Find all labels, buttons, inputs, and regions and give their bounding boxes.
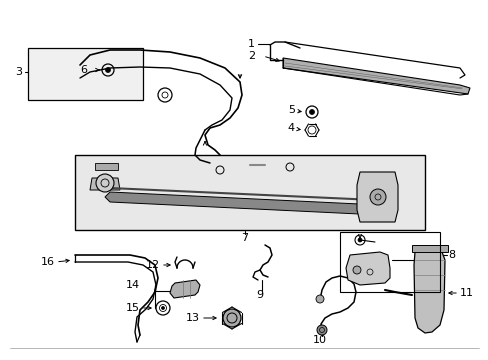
Polygon shape bbox=[95, 163, 118, 170]
Text: 5: 5 bbox=[287, 105, 294, 115]
Text: 4: 4 bbox=[287, 123, 294, 133]
Text: 1: 1 bbox=[247, 39, 254, 49]
Bar bbox=[75, 155, 424, 230]
Polygon shape bbox=[356, 172, 397, 222]
Polygon shape bbox=[105, 192, 384, 215]
Bar bbox=[28, 48, 142, 100]
Circle shape bbox=[352, 266, 360, 274]
Text: 3: 3 bbox=[15, 67, 22, 77]
Text: 16: 16 bbox=[41, 257, 55, 267]
Circle shape bbox=[96, 174, 114, 192]
Circle shape bbox=[223, 309, 241, 327]
Circle shape bbox=[357, 238, 361, 242]
Circle shape bbox=[316, 325, 326, 335]
Text: 6: 6 bbox=[80, 65, 87, 75]
Text: 13: 13 bbox=[185, 313, 200, 323]
Polygon shape bbox=[170, 280, 200, 298]
Text: 14: 14 bbox=[125, 280, 140, 290]
Circle shape bbox=[309, 109, 314, 114]
Polygon shape bbox=[346, 252, 389, 285]
Polygon shape bbox=[411, 245, 447, 252]
Circle shape bbox=[105, 68, 110, 72]
Text: 15: 15 bbox=[126, 303, 140, 313]
Circle shape bbox=[315, 295, 324, 303]
Polygon shape bbox=[90, 178, 120, 190]
Text: 9: 9 bbox=[256, 290, 263, 300]
Circle shape bbox=[369, 189, 385, 205]
Text: 10: 10 bbox=[312, 335, 326, 345]
Text: 12: 12 bbox=[145, 260, 160, 270]
Text: 11: 11 bbox=[459, 288, 473, 298]
Bar bbox=[339, 232, 439, 292]
Polygon shape bbox=[283, 58, 469, 94]
Text: 8: 8 bbox=[447, 250, 454, 260]
Polygon shape bbox=[413, 248, 444, 333]
Text: 2: 2 bbox=[247, 51, 254, 61]
Text: 7: 7 bbox=[241, 233, 248, 243]
Circle shape bbox=[161, 306, 164, 310]
